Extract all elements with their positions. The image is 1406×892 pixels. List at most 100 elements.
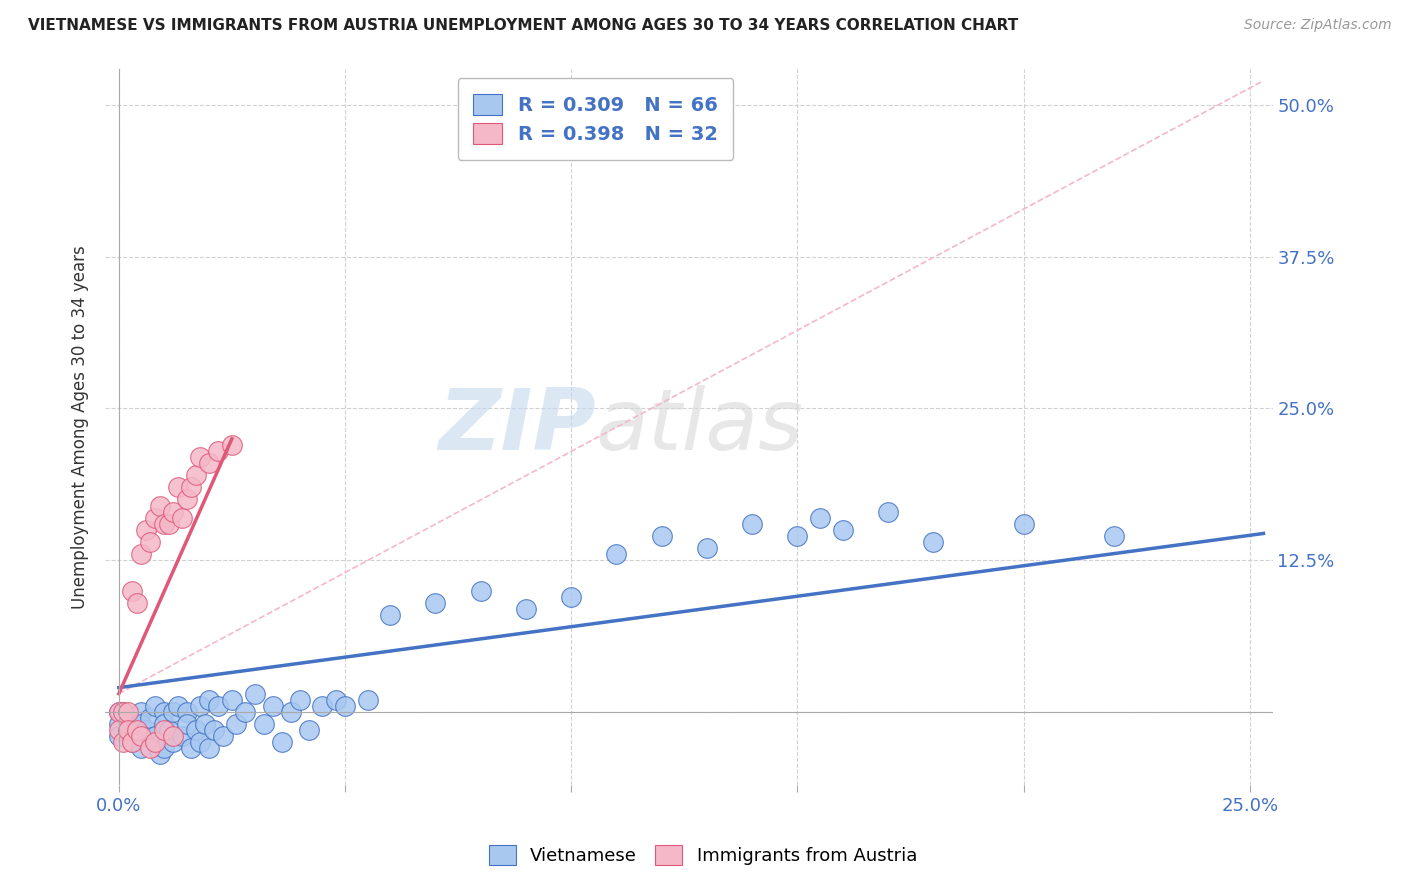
Point [425, 596, 447, 610]
Text: atlas: atlas [596, 385, 803, 468]
Point [157, 516, 180, 531]
Point [225, 717, 247, 731]
Point [157, 723, 180, 738]
Point [139, 741, 162, 756]
Point [288, 693, 311, 707]
Point [605, 547, 627, 561]
Point [143, 729, 166, 743]
Point [311, 698, 333, 713]
Point [121, 717, 143, 731]
Point [176, 492, 198, 507]
Point [235, 705, 257, 719]
Point [188, 450, 211, 464]
Point [180, 480, 202, 494]
Point [696, 541, 718, 555]
Point [139, 711, 162, 725]
Point [131, 741, 153, 756]
Point [162, 705, 184, 719]
Point [117, 723, 139, 738]
Point [172, 729, 194, 743]
Point [207, 444, 229, 458]
Point [162, 735, 184, 749]
Point [831, 523, 853, 537]
Point [1102, 529, 1125, 543]
Point [153, 717, 176, 731]
Point [153, 705, 176, 719]
Y-axis label: Unemployment Among Ages 30 to 34 years: Unemployment Among Ages 30 to 34 years [72, 244, 89, 608]
Point [243, 687, 266, 701]
Point [131, 717, 153, 731]
Point [470, 583, 492, 598]
Point [877, 505, 900, 519]
Point [153, 516, 176, 531]
Point [198, 693, 221, 707]
Point [270, 735, 292, 749]
Point [162, 505, 184, 519]
Point [107, 705, 129, 719]
Point [1012, 516, 1035, 531]
Point [112, 705, 135, 719]
Point [560, 590, 582, 604]
Point [741, 516, 763, 531]
Point [153, 723, 176, 738]
Point [143, 698, 166, 713]
Point [298, 723, 321, 738]
Point [198, 456, 221, 470]
Point [333, 698, 356, 713]
Point [808, 510, 831, 524]
Point [325, 693, 347, 707]
Point [112, 705, 135, 719]
Point [125, 596, 148, 610]
Point [184, 468, 207, 483]
Legend: Vietnamese, Immigrants from Austria: Vietnamese, Immigrants from Austria [479, 836, 927, 874]
Point [176, 717, 198, 731]
Point [176, 705, 198, 719]
Point [172, 510, 194, 524]
Point [221, 438, 243, 452]
Text: VIETNAMESE VS IMMIGRANTS FROM AUSTRIA UNEMPLOYMENT AMONG AGES 30 TO 34 YEARS COR: VIETNAMESE VS IMMIGRANTS FROM AUSTRIA UN… [28, 18, 1018, 33]
Point [135, 523, 157, 537]
Point [262, 698, 284, 713]
Point [166, 698, 188, 713]
Point [153, 741, 176, 756]
Point [121, 735, 143, 749]
Point [107, 717, 129, 731]
Point [107, 723, 129, 738]
Point [139, 535, 162, 549]
Point [148, 499, 170, 513]
Text: Source: ZipAtlas.com: Source: ZipAtlas.com [1244, 18, 1392, 32]
Point [188, 698, 211, 713]
Point [356, 693, 378, 707]
Point [922, 535, 945, 549]
Point [280, 705, 302, 719]
Point [121, 583, 143, 598]
Point [107, 729, 129, 743]
Point [207, 698, 229, 713]
Point [202, 723, 225, 738]
Point [221, 693, 243, 707]
Point [180, 741, 202, 756]
Point [131, 729, 153, 743]
Point [121, 735, 143, 749]
Point [131, 547, 153, 561]
Point [380, 607, 402, 622]
Point [252, 717, 274, 731]
Legend: R = 0.309   N = 66, R = 0.398   N = 32: R = 0.309 N = 66, R = 0.398 N = 32 [457, 78, 734, 160]
Point [162, 729, 184, 743]
Text: ZIP: ZIP [437, 385, 596, 468]
Point [188, 735, 211, 749]
Point [117, 723, 139, 738]
Point [148, 747, 170, 762]
Point [143, 735, 166, 749]
Point [786, 529, 808, 543]
Point [112, 735, 135, 749]
Point [135, 723, 157, 738]
Point [143, 510, 166, 524]
Point [515, 601, 537, 615]
Point [198, 741, 221, 756]
Point [651, 529, 673, 543]
Point [166, 480, 188, 494]
Point [194, 717, 217, 731]
Point [125, 723, 148, 738]
Point [211, 729, 233, 743]
